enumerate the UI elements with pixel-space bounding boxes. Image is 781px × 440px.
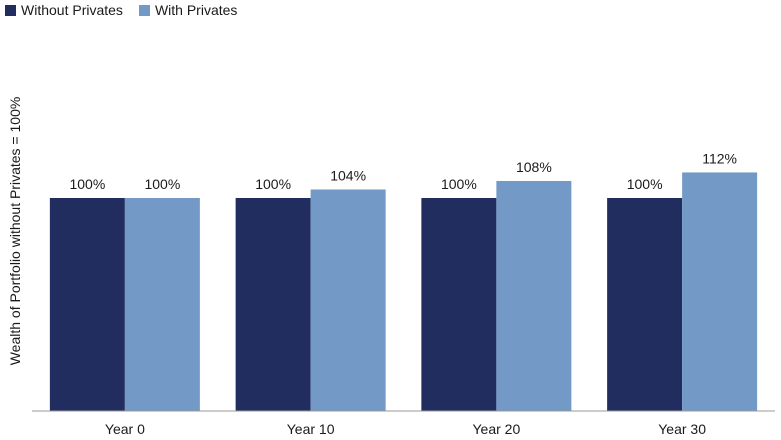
- y-axis-title: Wealth of Portfolio without Privates = 1…: [7, 97, 23, 366]
- legend-label-with-privates: With Privates: [154, 2, 238, 18]
- bar-without-privates-year-0: [49, 198, 125, 411]
- chart-legend: Without Privates With Privates: [5, 2, 237, 18]
- data-label-without-privates-year-20: 100%: [441, 176, 477, 192]
- legend-swatch-with-privates: [138, 4, 150, 16]
- data-labels-group: 100% 100% 100% 104% 100% 108% 100% 112%: [69, 150, 737, 192]
- bar-with-privates-year-20: [496, 180, 572, 411]
- x-tick-label-year-0: Year 0: [105, 421, 145, 437]
- bar-without-privates-year-10: [235, 198, 311, 411]
- legend-label-without-privates: Without Privates: [21, 2, 123, 18]
- legend-swatch-without-privates: [5, 4, 16, 16]
- data-label-without-privates-year-30: 100%: [627, 176, 663, 192]
- bar-without-privates-year-30: [607, 198, 683, 411]
- bar-with-privates-year-0: [124, 198, 200, 411]
- data-label-with-privates-year-30: 112%: [702, 150, 737, 166]
- bar-without-privates-year-20: [421, 198, 497, 411]
- data-label-with-privates-year-10: 104%: [330, 167, 366, 183]
- legend-item-with-privates: With Privates: [138, 2, 238, 18]
- bars-group: [49, 172, 758, 411]
- x-tick-label-year-20: Year 20: [473, 421, 521, 437]
- x-tick-label-year-30: Year 30: [658, 421, 706, 437]
- data-label-without-privates-year-0: 100%: [69, 176, 105, 192]
- data-label-without-privates-year-10: 100%: [255, 176, 291, 192]
- x-tick-label-year-10: Year 10: [287, 421, 335, 437]
- legend-item-without-privates: Without Privates: [5, 2, 123, 18]
- bar-with-privates-year-30: [682, 172, 758, 411]
- x-tick-labels-group: Year 0 Year 10 Year 20 Year 30: [105, 421, 706, 437]
- data-label-with-privates-year-0: 100%: [144, 176, 180, 192]
- data-label-with-privates-year-20: 108%: [516, 159, 552, 175]
- bar-with-privates-year-10: [310, 189, 386, 411]
